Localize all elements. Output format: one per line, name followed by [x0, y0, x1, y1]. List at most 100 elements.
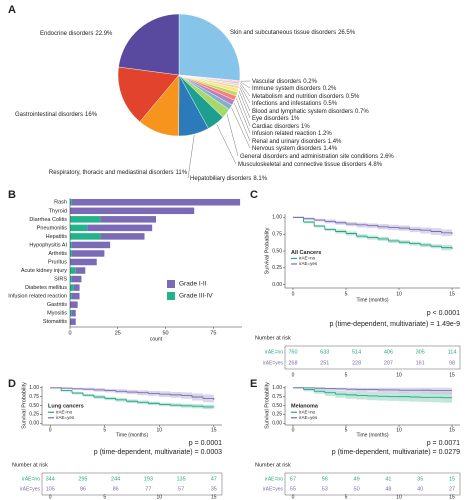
bar [70, 292, 72, 300]
risk-count: 295 [78, 476, 87, 482]
y-axis-label: Survival Probability [264, 382, 270, 429]
bar [70, 258, 97, 266]
y-tick-label: Arthritis [48, 251, 67, 257]
pie-slice [178, 13, 241, 81]
slice-label: Nervous system disorders 1.4% [252, 146, 338, 152]
legend-label: irAE=no [56, 409, 73, 414]
bar [70, 207, 195, 215]
risk-count: 207 [384, 360, 393, 366]
y-tick-label: 0.25 [272, 412, 282, 418]
risk-count: 50 [354, 486, 360, 492]
y-tick-label: 0.50 [272, 403, 282, 409]
y-tick-label: 0.75 [272, 232, 282, 238]
slice-label: Hepatobiliary disorders 8.1% [190, 176, 268, 182]
survival-step [377, 238, 389, 241]
y-tick-label: 0.75 [29, 394, 39, 400]
slice-category: Musculoskeletal and connective tissue di… [238, 162, 366, 168]
leader-line [236, 98, 251, 134]
risk-count: 305 [416, 349, 425, 355]
x-tick-label: 10 [396, 291, 402, 297]
x-tick-label: 75 [210, 330, 216, 336]
legend-title: Lung cancers [48, 404, 84, 410]
risk-x-tick-label: 15 [449, 494, 455, 500]
survival-step [367, 224, 379, 227]
x-tick-label: 0 [68, 330, 71, 336]
survival-step [441, 247, 453, 249]
y-axis-label: Survival Probability [21, 382, 27, 429]
p-value: p = 0.0071 [427, 440, 460, 447]
y-tick-label: 0.00 [272, 282, 282, 288]
bar [100, 216, 156, 223]
x-tick-label: 10 [396, 427, 402, 433]
slice-label: Endocrine disorders 22.9% [40, 31, 113, 37]
bar [87, 224, 153, 232]
risk-count: 40 [417, 486, 423, 492]
survival-step [292, 216, 305, 223]
slice-label: Infusion related reaction 1.2% [252, 131, 332, 137]
y-tick-label: Rash [54, 200, 67, 206]
survival-step [345, 233, 358, 237]
y-tick-label: Pneumonitis [37, 225, 68, 231]
bar [70, 233, 101, 240]
slice-category: Nervous system disorders [252, 146, 321, 152]
risk-count: 135 [176, 476, 185, 482]
legend-label: Grade III-IV [179, 293, 213, 300]
survival-step [367, 237, 379, 239]
leader-line [240, 83, 251, 97]
risk-x-tick-label: 15 [211, 494, 217, 500]
y-tick-label: 1.00 [272, 385, 282, 391]
slice-category: Skin and subcutaneous tissue disorders [230, 30, 336, 36]
survival-step [181, 395, 193, 397]
risk-table-box [284, 345, 461, 370]
risk-count: 15 [449, 476, 455, 482]
bar [71, 309, 76, 317]
panel-label: E [250, 378, 257, 390]
risk-x-tick-label: 15 [449, 372, 455, 378]
y-tick-label: Stomatitis [43, 319, 67, 325]
legend-label: irAE=yes [56, 415, 75, 420]
x-tick-label: 0 [49, 427, 52, 433]
panel-label: A [8, 4, 16, 16]
pie-slice [117, 66, 180, 123]
slice-value: 0.2% [323, 86, 337, 92]
risk-x-tick-label: 10 [396, 372, 402, 378]
legend-swatch [167, 292, 175, 300]
bar [70, 284, 74, 291]
survival-step [292, 216, 305, 219]
slice-label: Cardiac disorders 1% [252, 124, 310, 130]
leader-line [239, 85, 251, 104]
legend-title: All Cancers [291, 250, 321, 256]
slice-label: Metabolism and nutrition disorders 0.5% [252, 94, 360, 100]
survival-step [93, 389, 106, 391]
risk-title: Number at risk [255, 462, 291, 468]
legend-label: irAE=yes [299, 261, 318, 266]
bar [71, 275, 82, 283]
slice-category: Infections and infestations [252, 101, 321, 107]
y-tick-label: SIRS [54, 277, 67, 283]
slice-value: 26.5% [338, 30, 356, 36]
slice-category: Renal and urinary disorders [252, 139, 326, 145]
slice-value: 2.6% [380, 154, 394, 160]
slice-category: Metabolism and nutrition disorders [252, 94, 344, 100]
x-tick-label: 0 [292, 427, 295, 433]
leader-line [231, 107, 251, 149]
risk-count: 228 [352, 360, 361, 366]
y-tick-label: Thyroid [49, 208, 67, 214]
risk-count: 633 [320, 349, 329, 355]
slice-label: Musculoskeletal and connective tissue di… [238, 162, 383, 168]
y-tick-label: Myositis [47, 311, 67, 317]
y-tick-label: 0.00 [29, 421, 39, 427]
slice-category: Eye disorders [252, 116, 289, 122]
leader-line [237, 94, 251, 127]
y-tick-label: 0.50 [29, 403, 39, 409]
risk-count: 344 [46, 476, 55, 482]
slice-category: Blood and lymphatic system disorders [252, 109, 353, 115]
risk-count: 57 [178, 486, 184, 492]
survival-step [399, 241, 411, 244]
risk-count: 514 [352, 349, 361, 355]
bar [70, 241, 72, 249]
risk-count: 760 [288, 349, 297, 355]
slice-category: Endocrine disorders [40, 31, 93, 37]
slice-category: Immune system disorders [252, 86, 321, 92]
